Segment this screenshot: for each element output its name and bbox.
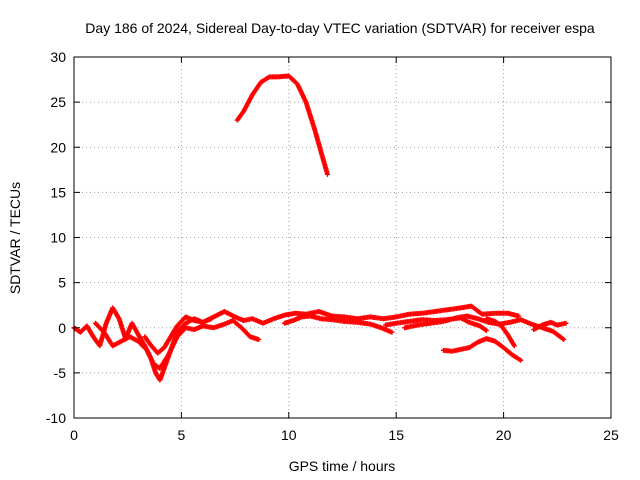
data-point-marker: [208, 316, 214, 322]
x-tick-label: 5: [178, 427, 186, 443]
series-arc-9: [440, 336, 524, 363]
data-point-marker: [483, 327, 489, 333]
series-arc-high: [234, 73, 330, 177]
data-point-marker: [563, 320, 569, 326]
y-tick-label: 20: [50, 139, 66, 155]
x-tick-label: 10: [281, 427, 297, 443]
series-arc-4: [282, 313, 395, 335]
series-arc-7: [483, 316, 517, 349]
series-arc-6: [402, 313, 567, 342]
axis-ticks: 0 5 10 15 20 25 -10 -5 0 5 10 15 20 25 30: [46, 49, 619, 443]
y-tick-label: -10: [46, 410, 66, 426]
data-point-marker: [561, 336, 567, 342]
data-point-marker: [389, 329, 395, 335]
y-axis-label: SDTVAR / TECUs: [7, 182, 23, 294]
y-tick-label: 10: [50, 230, 66, 246]
y-tick-label: -5: [54, 365, 67, 381]
series-arc-2: [92, 318, 262, 371]
y-tick-label: 5: [58, 275, 66, 291]
series-arc-3: [142, 314, 214, 356]
x-tick-label: 15: [388, 427, 404, 443]
data-point-marker: [518, 357, 524, 363]
chart-title: Day 186 of 2024, Sidereal Day-to-day VTE…: [85, 20, 595, 36]
data-point-marker: [256, 336, 262, 342]
data-markers: [71, 73, 569, 383]
y-tick-label: 15: [50, 184, 66, 200]
data-point-marker: [324, 171, 330, 177]
data-point-marker: [516, 313, 522, 319]
series-arc-8: [531, 319, 569, 333]
x-axis-label: GPS time / hours: [289, 458, 396, 474]
data-point-marker: [511, 343, 517, 349]
x-tick-label: 0: [70, 427, 78, 443]
x-tick-label: 20: [496, 427, 512, 443]
grid: [74, 57, 611, 418]
x-tick-label: 25: [603, 427, 619, 443]
y-tick-label: 25: [50, 94, 66, 110]
y-tick-label: 30: [50, 49, 66, 65]
y-tick-label: 0: [58, 320, 66, 336]
